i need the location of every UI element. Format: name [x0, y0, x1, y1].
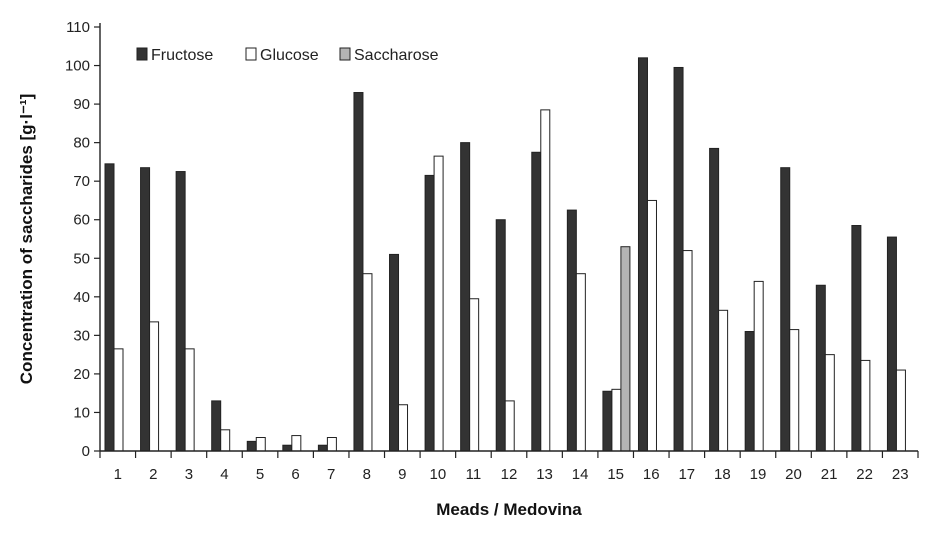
bar-glucose-17 [682, 250, 693, 452]
x-tick-label: 21 [821, 466, 838, 483]
bar-fructose-10 [424, 174, 435, 452]
bar-glucose-5 [255, 437, 266, 452]
bar-fructose-11 [460, 142, 471, 452]
x-tick-label: 19 [750, 466, 767, 483]
x-tick-label: 13 [536, 466, 553, 483]
bar-glucose-20 [789, 329, 800, 452]
x-tick-label: 1 [114, 466, 122, 483]
x-tick-label: 8 [363, 466, 371, 483]
y-tick-label: 40 [73, 289, 90, 306]
y-tick-label: 80 [73, 135, 90, 152]
x-tick-label: 6 [291, 466, 299, 483]
x-tick-label: 9 [398, 466, 406, 483]
bar-glucose-12 [504, 400, 515, 452]
y-tick-label: 20 [73, 366, 90, 383]
legend-swatch-fructose [136, 47, 148, 61]
bar-glucose-1 [113, 348, 124, 452]
x-tick-label: 10 [430, 466, 447, 483]
x-tick-label: 18 [714, 466, 731, 483]
x-tick-label: 4 [220, 466, 228, 483]
bar-fructose-21 [815, 284, 826, 452]
bar-glucose-21 [824, 354, 835, 452]
legend-label-glucose: Glucose [260, 47, 319, 64]
bar-glucose-18 [718, 309, 729, 452]
bar-glucose-13 [540, 109, 551, 452]
bar-fructose-14 [566, 209, 577, 452]
bar-fructose-19 [744, 331, 755, 452]
bar-fructose-4 [211, 400, 222, 452]
bar-glucose-2 [149, 321, 160, 452]
x-tick-label: 23 [892, 466, 909, 483]
x-tick-label: 16 [643, 466, 660, 483]
bar-fructose-12 [495, 219, 506, 452]
x-tick-label: 15 [607, 466, 624, 483]
x-tick-label: 11 [466, 466, 482, 483]
y-axis-title: Concentration of saccharides [g·l⁻¹] [17, 94, 36, 384]
bar-fructose-1 [104, 163, 115, 452]
legend-label-fructose: Fructose [151, 47, 213, 64]
bar-glucose-22 [860, 359, 871, 452]
y-tick-label: 50 [73, 250, 90, 267]
bar-fructose-20 [780, 167, 791, 452]
x-tick-label: 17 [678, 466, 695, 483]
bar-fructose-6 [282, 444, 293, 452]
bar-glucose-9 [398, 404, 409, 452]
legend-label-saccharose: Saccharose [354, 47, 439, 64]
bar-fructose-18 [709, 147, 720, 452]
bar-fructose-7 [317, 444, 328, 452]
x-tick-label: 20 [785, 466, 802, 483]
bar-glucose-8 [362, 273, 373, 452]
x-tick-label: 2 [149, 466, 157, 483]
x-tick-label: 3 [185, 466, 193, 483]
y-tick-label: 70 [73, 173, 90, 190]
bar-glucose-11 [469, 298, 480, 452]
bar-fructose-22 [851, 225, 862, 452]
x-tick-label: 5 [256, 466, 264, 483]
x-tick-label: 22 [856, 466, 873, 483]
bar-glucose-16 [646, 199, 657, 452]
bar-fructose-23 [886, 236, 897, 452]
y-tick-label: 90 [73, 96, 90, 113]
y-tick-label: 100 [65, 58, 90, 75]
x-tick-label: 12 [501, 466, 518, 483]
y-tick-label: 110 [66, 19, 90, 36]
bar-fructose-15 [602, 390, 613, 452]
bar-glucose-4 [220, 429, 231, 452]
legend-swatch-saccharose [339, 47, 351, 61]
x-axis-title: Meads / Medovina [436, 500, 582, 519]
legend-swatch-glucose [245, 47, 257, 61]
bar-fructose-8 [353, 92, 364, 452]
bar-fructose-2 [140, 167, 151, 452]
y-tick-label: 60 [73, 212, 90, 229]
bar-glucose-7 [326, 437, 337, 452]
x-tick-label: 14 [572, 466, 589, 483]
bar-fructose-13 [531, 151, 542, 452]
bar-glucose-10 [433, 155, 444, 452]
bar-fructose-16 [637, 57, 648, 452]
bar-glucose-3 [184, 348, 195, 452]
bar-fructose-9 [389, 253, 400, 452]
y-tick-label: 0 [82, 443, 90, 460]
y-tick-label: 10 [73, 404, 90, 421]
bar-glucose-14 [575, 273, 586, 452]
bar-glucose-15 [611, 388, 622, 452]
bar-fructose-17 [673, 66, 684, 452]
y-tick-label: 30 [73, 327, 90, 344]
bar-fructose-5 [246, 440, 257, 452]
bar-saccharose-15 [620, 246, 631, 452]
bar-glucose-23 [895, 369, 906, 452]
x-tick-label: 7 [327, 466, 335, 483]
bar-glucose-6 [291, 435, 302, 452]
bar-fructose-3 [175, 171, 186, 452]
bar-glucose-19 [753, 280, 764, 452]
